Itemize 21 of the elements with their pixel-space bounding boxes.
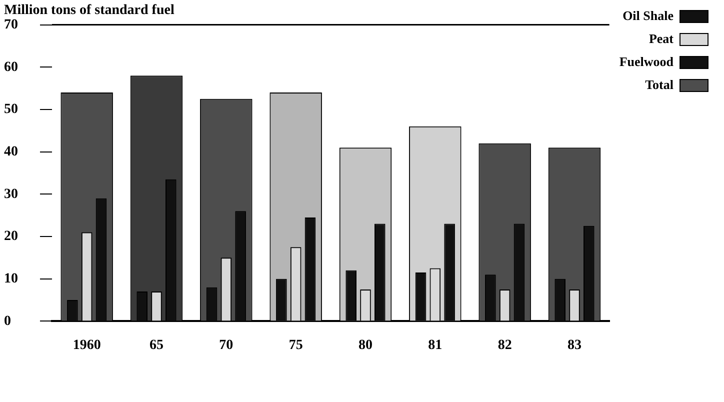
y-tick-label: 30	[4, 186, 18, 202]
legend-label: Fuelwood	[619, 54, 674, 69]
x-tick-label: 81	[428, 338, 442, 354]
y-tick-label: 70	[4, 17, 18, 32]
x-tick-label: 70	[219, 338, 234, 354]
x-tick-label: 82	[498, 338, 512, 354]
y-axis-title: Million tons of standard fuel	[4, 3, 174, 18]
x-tick-label: 75	[288, 338, 303, 354]
y-tick-label: 10	[4, 271, 18, 286]
legend-label: Total	[645, 76, 674, 92]
x-tick-label: 1960	[72, 338, 101, 354]
x-tick-label: 83	[567, 338, 582, 354]
y-tick-label: 20	[4, 229, 18, 244]
x-tick-label: 80	[358, 338, 372, 354]
y-tick-label: 40	[4, 144, 18, 160]
y-tick-label: 50	[4, 102, 18, 118]
x-tick-label: 65	[150, 338, 164, 354]
y-tick-label: 0	[4, 314, 11, 329]
legend-label: Oil Shale	[622, 8, 674, 23]
legend-label: Peat	[648, 30, 674, 46]
y-tick-label: 60	[4, 60, 18, 75]
